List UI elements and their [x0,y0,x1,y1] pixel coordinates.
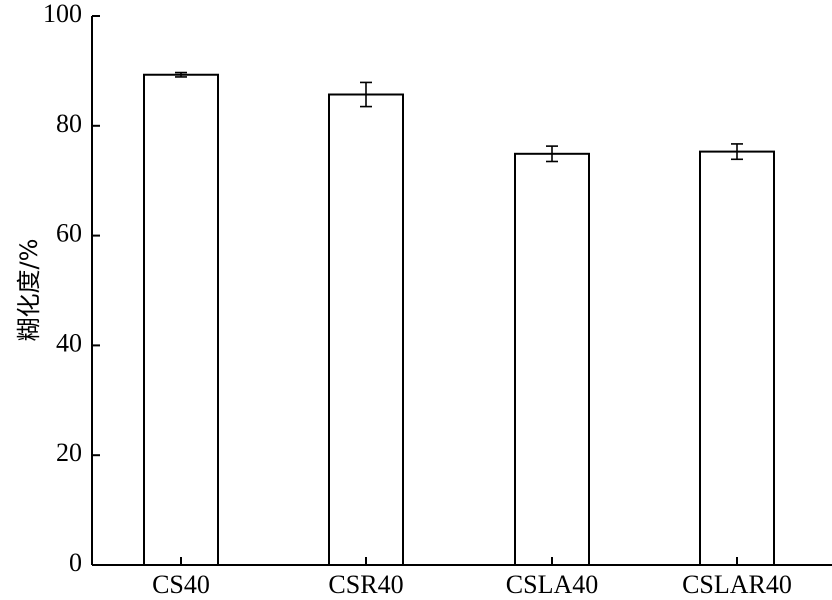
y-tick-label: 100 [43,0,82,28]
x-tick-label: CSLAR40 [682,570,792,599]
y-tick-label: 0 [69,548,82,577]
bar [143,73,219,566]
y-axis-label: 糊化度/% [15,239,43,342]
bars-layer [143,71,775,567]
bar [699,150,775,566]
y-tick-label: 80 [56,109,82,138]
bar [328,93,404,567]
x-tick-label: CS40 [152,570,210,599]
bar [514,152,590,566]
x-tick-label: CSR40 [328,570,403,599]
axes-layer: 0 20 40 60 80 100 CS40 CSR40 CSLA40 CSLAR40 [43,0,832,599]
y-tick-label: 20 [56,438,82,467]
y-tick-label: 60 [56,219,82,248]
y-tick-label: 40 [56,328,82,357]
x-tick-label: CSLA40 [506,570,598,599]
